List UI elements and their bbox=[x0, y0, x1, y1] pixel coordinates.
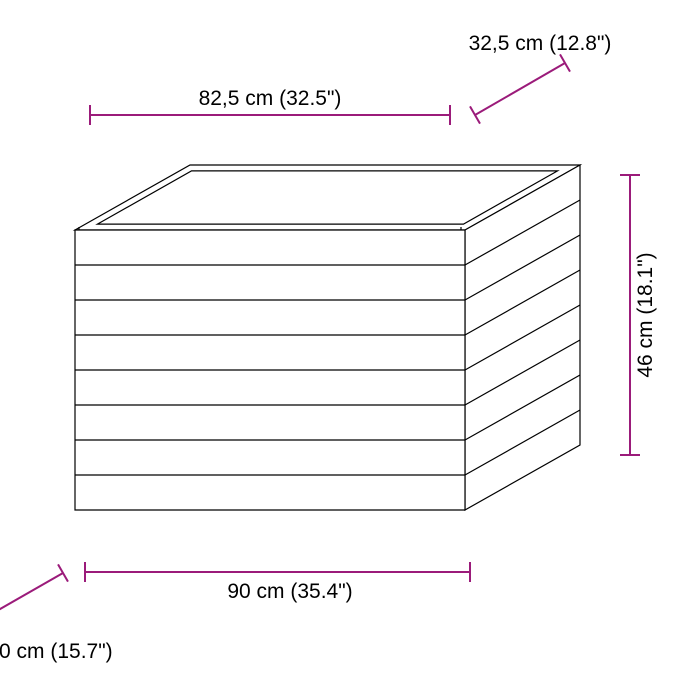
dimension-diagram: 82,5 cm (32.5") 32,5 cm (12.8") 46 cm (18.… bbox=[0, 0, 700, 700]
label-top-depth: 32,5 cm (12.8") bbox=[469, 32, 612, 55]
planter-box bbox=[75, 165, 580, 510]
label-bottom-width: 90 cm (35.4") bbox=[227, 580, 352, 603]
label-height: 46 cm (18.1") bbox=[634, 252, 657, 377]
label-bottom-depth: 40 cm (15.7") bbox=[0, 640, 113, 663]
label-top-width: 82,5 cm (32.5") bbox=[199, 87, 342, 110]
